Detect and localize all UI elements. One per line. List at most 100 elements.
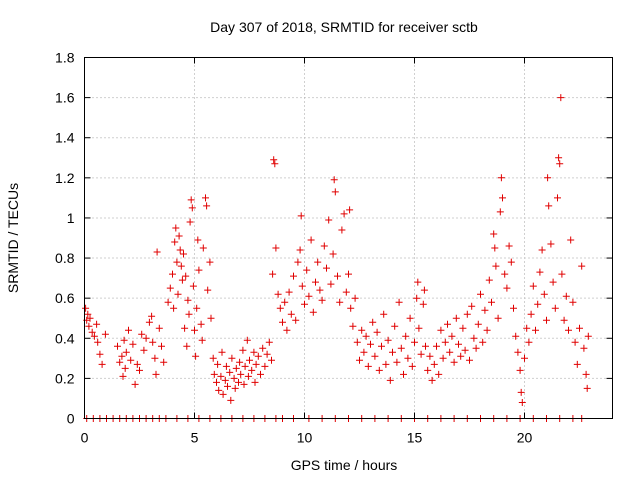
data-point (199, 244, 207, 252)
data-point (395, 298, 403, 306)
data-point (244, 372, 252, 380)
data-point (583, 384, 591, 392)
data-point (569, 298, 577, 306)
data-point (290, 272, 297, 280)
gridlines (84, 57, 613, 419)
data-point (485, 276, 493, 284)
data-point (514, 348, 522, 356)
data-point (384, 336, 392, 344)
data-point (547, 240, 555, 248)
data-point (551, 304, 559, 312)
data-point (330, 176, 338, 184)
data-point (276, 304, 284, 312)
data-point (171, 238, 179, 246)
data-point (448, 332, 456, 340)
data-point (386, 376, 394, 384)
data-point (329, 250, 337, 258)
data-point (182, 272, 190, 280)
data-point (573, 360, 581, 368)
data-point (472, 344, 480, 352)
data-point (360, 348, 368, 356)
x-tick-label: 10 (297, 430, 313, 446)
data-point (525, 338, 533, 346)
data-point (232, 364, 240, 372)
data-point (417, 350, 425, 358)
data-point (496, 208, 504, 216)
data-point (119, 372, 127, 380)
data-point (468, 302, 476, 310)
data-point (217, 372, 225, 380)
data-point (461, 346, 469, 354)
data-point (402, 332, 410, 340)
data-point (556, 160, 564, 168)
data-point (174, 290, 182, 298)
data-point (576, 324, 583, 332)
data-point (457, 352, 465, 360)
data-point (121, 364, 129, 372)
data-point (507, 258, 515, 266)
data-point (158, 342, 165, 350)
data-point (444, 320, 451, 328)
data-point (279, 318, 286, 326)
data-point (415, 324, 423, 332)
data-point (414, 278, 422, 286)
data-point (246, 356, 253, 364)
data-point (382, 360, 390, 368)
data-point (545, 202, 553, 210)
data-point (251, 378, 259, 386)
data-point (309, 308, 317, 316)
data-point (362, 332, 370, 340)
data-point (505, 242, 513, 250)
data-point (529, 282, 537, 290)
data-point (477, 290, 484, 298)
data-point (356, 356, 363, 364)
data-point (292, 316, 300, 324)
data-point (296, 246, 304, 254)
data-point (210, 370, 218, 378)
data-point (345, 270, 352, 278)
data-point (287, 310, 295, 318)
data-point (85, 322, 93, 330)
data-point (151, 354, 159, 362)
data-point (140, 346, 148, 354)
data-point (503, 284, 511, 292)
data-point (455, 340, 462, 348)
data-point (420, 286, 428, 294)
data-point (148, 312, 156, 320)
data-point (118, 352, 126, 360)
data-point (446, 348, 454, 356)
data-point (101, 330, 109, 338)
data-point (380, 310, 388, 318)
data-point (219, 390, 227, 398)
data-point (272, 244, 280, 252)
data-point (413, 294, 421, 302)
data-point (474, 320, 482, 328)
data-point (400, 370, 407, 378)
data-point (250, 348, 258, 356)
data-point (492, 262, 500, 270)
data-point (93, 320, 101, 328)
data-point (558, 270, 566, 278)
axis-ticks: 0 0.2 0.4 0.6 0.8 1 1.2 1.4 1.6 1.8 0 5 10 15 20 (55, 50, 613, 446)
y-tick-label: 0.2 (55, 370, 75, 386)
data-point (133, 360, 141, 368)
data-point (164, 298, 172, 306)
data-point (336, 298, 344, 306)
data-point (582, 370, 590, 378)
y-tick-label: 1.2 (55, 170, 75, 186)
data-point (578, 262, 586, 270)
data-point (318, 296, 326, 304)
data-point (521, 354, 528, 362)
data-point (406, 314, 414, 322)
chart-title: Day 307 of 2018, SRMTID for receiver sct… (210, 19, 478, 35)
data-point (391, 322, 399, 330)
data-point (532, 326, 539, 334)
data-point (320, 242, 328, 250)
data-point (435, 370, 443, 378)
data-point (129, 340, 137, 348)
data-point (538, 246, 546, 254)
x-tick-label: 0 (81, 430, 89, 446)
data-point (122, 348, 130, 356)
data-point (371, 352, 379, 360)
data-point (265, 338, 273, 346)
